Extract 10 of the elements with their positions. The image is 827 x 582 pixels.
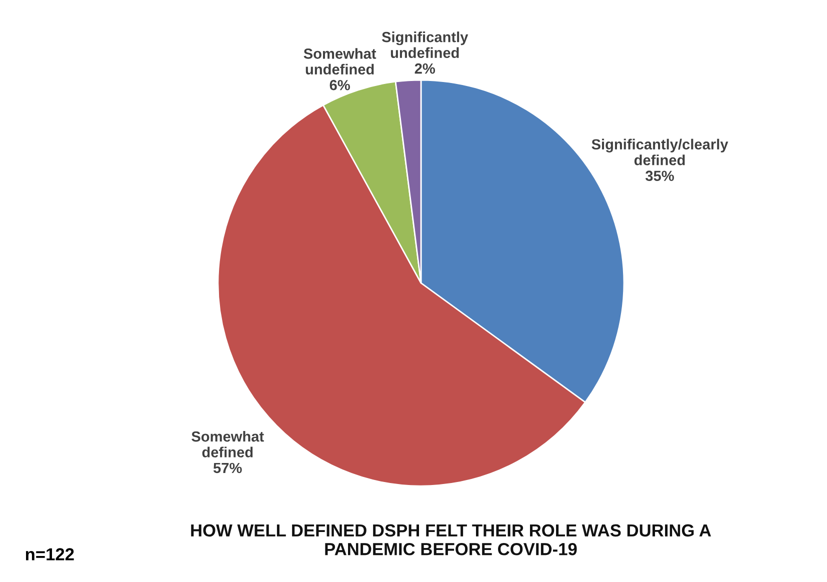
slice-label: Significantly/clearly defined: [592, 138, 728, 166]
data-label: 2%: [414, 63, 436, 74]
data-label: 6%: [330, 80, 350, 90]
slice-label: Somewhat undefined: [304, 48, 376, 75]
text: n=122: [26, 548, 74, 560]
slice-label: Somewhat defined: [192, 430, 264, 458]
data-label: 35%: [645, 170, 674, 182]
text: HOW WELL DEFINED DSPH FELT THEIR ROLE WAS DURING A PANDEMIC BEFORE COVID-19: [191, 524, 711, 556]
data-label: 57%: [213, 462, 242, 474]
slice-label: Significantly undefined: [382, 32, 468, 58]
